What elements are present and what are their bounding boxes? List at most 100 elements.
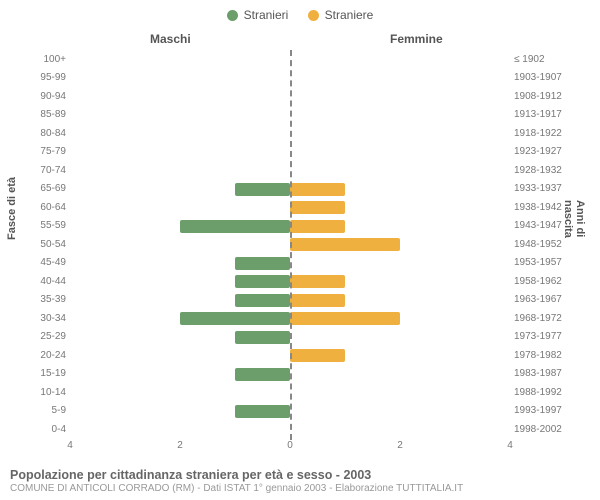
legend-item-male: Stranieri — [227, 8, 289, 22]
birth-years-label: 1913-1917 — [514, 109, 574, 120]
female-bar — [290, 349, 345, 362]
female-half — [290, 420, 510, 439]
birth-years-label: 1903-1907 — [514, 72, 574, 83]
female-half — [290, 235, 510, 254]
age-bracket-label: 30-34 — [4, 313, 66, 324]
legend-swatch-female — [308, 10, 319, 21]
age-bracket-label: 60-64 — [4, 202, 66, 213]
male-half — [70, 402, 290, 421]
age-bracket-label: 80-84 — [4, 128, 66, 139]
male-half — [70, 106, 290, 125]
birth-years-label: 1908-1912 — [514, 91, 574, 102]
x-tick: 2 — [397, 440, 403, 451]
birth-years-label: 1958-1962 — [514, 276, 574, 287]
female-half — [290, 180, 510, 199]
male-half — [70, 420, 290, 439]
x-axis-ticks: 4 2 0 2 4 — [70, 440, 510, 454]
male-half — [70, 50, 290, 69]
birth-years-label: 1928-1932 — [514, 165, 574, 176]
age-bracket-label: 85-89 — [4, 109, 66, 120]
age-bracket-label: 45-49 — [4, 257, 66, 268]
age-bracket-label: 15-19 — [4, 368, 66, 379]
column-header-left: Maschi — [150, 32, 191, 46]
female-half — [290, 309, 510, 328]
male-half — [70, 143, 290, 162]
female-half — [290, 124, 510, 143]
x-tick: 4 — [67, 440, 73, 451]
female-half — [290, 161, 510, 180]
male-half — [70, 235, 290, 254]
female-half — [290, 106, 510, 125]
zero-line — [290, 50, 292, 440]
female-bar — [290, 238, 400, 251]
population-pyramid-chart: Stranieri Straniere Maschi Femmine Fasce… — [0, 0, 600, 500]
age-bracket-label: 95-99 — [4, 72, 66, 83]
female-bar — [290, 220, 345, 233]
x-tick: 2 — [177, 440, 183, 451]
male-bar — [235, 331, 290, 344]
male-half — [70, 198, 290, 217]
birth-years-label: 1948-1952 — [514, 239, 574, 250]
legend: Stranieri Straniere — [0, 8, 600, 24]
age-bracket-label: 100+ — [4, 54, 66, 65]
female-bar — [290, 294, 345, 307]
male-half — [70, 69, 290, 88]
female-half — [290, 143, 510, 162]
age-bracket-label: 0-4 — [4, 424, 66, 435]
female-half — [290, 87, 510, 106]
birth-years-label: 1943-1947 — [514, 220, 574, 231]
age-bracket-label: 65-69 — [4, 183, 66, 194]
chart-title: Popolazione per cittadinanza straniera p… — [10, 468, 590, 482]
x-tick: 4 — [507, 440, 513, 451]
female-half — [290, 69, 510, 88]
female-bar — [290, 183, 345, 196]
birth-years-label: 1998-2002 — [514, 424, 574, 435]
male-half — [70, 272, 290, 291]
male-bar — [235, 183, 290, 196]
age-bracket-label: 50-54 — [4, 239, 66, 250]
male-bar — [235, 405, 290, 418]
male-half — [70, 217, 290, 236]
male-bar — [235, 275, 290, 288]
birth-years-label: 1938-1942 — [514, 202, 574, 213]
birth-years-label: 1923-1927 — [514, 146, 574, 157]
age-bracket-label: 10-14 — [4, 387, 66, 398]
female-half — [290, 198, 510, 217]
female-bar — [290, 201, 345, 214]
age-bracket-label: 40-44 — [4, 276, 66, 287]
female-half — [290, 217, 510, 236]
age-bracket-label: 70-74 — [4, 165, 66, 176]
legend-swatch-male — [227, 10, 238, 21]
x-tick: 0 — [287, 440, 293, 451]
male-bar — [235, 257, 290, 270]
male-half — [70, 346, 290, 365]
female-half — [290, 272, 510, 291]
female-half — [290, 50, 510, 69]
male-half — [70, 365, 290, 384]
age-bracket-label: 90-94 — [4, 91, 66, 102]
birth-years-label: 1968-1972 — [514, 313, 574, 324]
legend-label-female: Straniere — [325, 8, 374, 22]
female-half — [290, 328, 510, 347]
birth-years-label: 1978-1982 — [514, 350, 574, 361]
birth-years-label: 1988-1992 — [514, 387, 574, 398]
female-half — [290, 291, 510, 310]
birth-years-label: 1963-1967 — [514, 294, 574, 305]
birth-years-label: ≤ 1902 — [514, 54, 574, 65]
male-half — [70, 161, 290, 180]
male-half — [70, 180, 290, 199]
male-half — [70, 87, 290, 106]
chart-subtitle: COMUNE DI ANTICOLI CORRADO (RM) - Dati I… — [10, 483, 590, 494]
column-header-right: Femmine — [390, 32, 443, 46]
plot-area: 42024 100+≤ 190295-991903-190790-941908-… — [70, 50, 510, 440]
age-bracket-label: 35-39 — [4, 294, 66, 305]
birth-years-label: 1933-1937 — [514, 183, 574, 194]
male-half — [70, 254, 290, 273]
female-half — [290, 383, 510, 402]
male-half — [70, 291, 290, 310]
female-half — [290, 365, 510, 384]
birth-years-label: 1993-1997 — [514, 405, 574, 416]
male-half — [70, 309, 290, 328]
birth-years-label: 1918-1922 — [514, 128, 574, 139]
female-half — [290, 402, 510, 421]
